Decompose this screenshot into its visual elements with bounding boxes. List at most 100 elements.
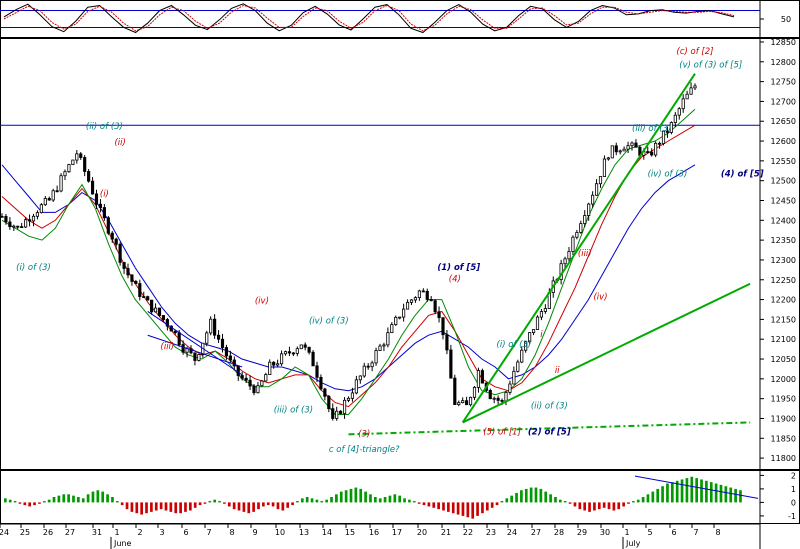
candle-body bbox=[630, 142, 634, 147]
candle-body bbox=[287, 351, 292, 354]
candle-body bbox=[35, 212, 40, 217]
candle-body bbox=[319, 377, 323, 390]
candle-body bbox=[520, 349, 524, 363]
histogram-bar bbox=[641, 497, 645, 503]
histogram-bar bbox=[33, 502, 36, 506]
price-y-tick-label: 11950 bbox=[771, 395, 796, 404]
candle-body bbox=[315, 365, 319, 378]
candle-body bbox=[441, 317, 445, 336]
histogram-bar bbox=[145, 502, 148, 514]
price-y-tick-label: 12800 bbox=[771, 58, 796, 67]
histogram-bar bbox=[607, 502, 611, 510]
x-axis: 24 25 26 27 31 1 2 3 6 7 8 9 10 13 14 15 16 17 20 21 22 23 24 2… bbox=[0, 523, 760, 549]
wave-label: (i) of (3) bbox=[497, 340, 532, 350]
candle-body bbox=[189, 348, 193, 354]
histogram-bar bbox=[374, 497, 377, 503]
price-y-tick-label: 12350 bbox=[771, 236, 796, 245]
candle-body bbox=[16, 225, 20, 228]
candle-body bbox=[504, 392, 508, 402]
histogram-bar bbox=[369, 494, 372, 503]
histogram-bar bbox=[408, 499, 411, 503]
histogram-bar bbox=[646, 494, 650, 503]
candle-body bbox=[12, 225, 16, 228]
histogram-bar bbox=[427, 502, 431, 507]
price-y-tick-label: 12150 bbox=[771, 315, 796, 324]
candle-body bbox=[665, 130, 670, 133]
wave-label: i bbox=[540, 330, 543, 340]
wave-label: (v) of (3) of [5] bbox=[679, 61, 742, 71]
candle-body bbox=[390, 324, 394, 334]
histogram-y-tick-label: -1 bbox=[788, 512, 796, 521]
histogram-bar bbox=[554, 497, 557, 503]
histogram-bar bbox=[461, 502, 465, 516]
candle-body bbox=[232, 359, 236, 367]
oscillator-panel: 50 bbox=[0, 3, 791, 34]
candle-body bbox=[197, 354, 201, 361]
histogram-bar bbox=[120, 502, 124, 506]
candle-body bbox=[531, 329, 536, 333]
candle-body bbox=[594, 183, 599, 196]
candle-body bbox=[429, 299, 433, 302]
candle-body bbox=[87, 171, 91, 182]
histogram-bar bbox=[734, 488, 737, 503]
candle-body bbox=[650, 151, 654, 156]
candle-body bbox=[59, 175, 63, 192]
histogram-bar bbox=[281, 502, 285, 511]
price-y-tick-label: 12500 bbox=[771, 177, 796, 186]
x-tick-label: 15 bbox=[345, 528, 355, 537]
candle-body bbox=[244, 377, 248, 381]
histogram-bar bbox=[495, 502, 499, 506]
candle-body bbox=[118, 243, 122, 263]
candle-body bbox=[323, 388, 327, 397]
price-y-tick-label: 12250 bbox=[771, 276, 796, 285]
candle-body bbox=[402, 308, 406, 318]
histogram-bar bbox=[208, 501, 212, 503]
histogram-bar bbox=[520, 490, 523, 503]
x-tick-label: 27 bbox=[65, 528, 75, 537]
histogram-bar bbox=[237, 502, 241, 511]
candle-body bbox=[205, 332, 209, 344]
candle-body bbox=[382, 344, 386, 347]
candle-body bbox=[374, 350, 378, 364]
histogram-bar bbox=[169, 502, 173, 512]
histogram-bar bbox=[549, 494, 552, 503]
histogram-bar bbox=[451, 502, 455, 514]
histogram-bar bbox=[135, 502, 139, 514]
month-label: July bbox=[625, 539, 641, 548]
candle-body bbox=[150, 299, 154, 313]
wave-label: (iii) bbox=[161, 342, 175, 352]
candle-body bbox=[83, 157, 87, 172]
candle-body bbox=[480, 370, 484, 384]
candle-body bbox=[153, 307, 158, 313]
histogram-bar bbox=[310, 498, 314, 503]
histogram-bar bbox=[23, 502, 27, 506]
candle-body bbox=[63, 171, 67, 177]
candle-body bbox=[453, 377, 457, 405]
histogram-bar bbox=[690, 476, 694, 503]
histogram-bar bbox=[456, 502, 460, 515]
candle-body bbox=[378, 345, 382, 351]
candle-body bbox=[268, 361, 272, 375]
x-tick-label: 1 bbox=[624, 528, 629, 537]
candle-body bbox=[366, 365, 370, 368]
histogram-bar bbox=[8, 499, 12, 503]
histogram-bar bbox=[62, 494, 66, 503]
wave-label: (4) bbox=[449, 275, 461, 285]
candle-body bbox=[685, 93, 689, 100]
candle-body bbox=[468, 396, 473, 406]
candle-body bbox=[587, 203, 591, 216]
candle-body bbox=[535, 316, 540, 330]
histogram-bar bbox=[524, 488, 528, 503]
histogram-bar bbox=[739, 490, 742, 503]
histogram-bar bbox=[291, 502, 294, 506]
candle-body bbox=[295, 348, 299, 354]
price-y-tick-label: 12550 bbox=[771, 157, 796, 166]
histogram-bar bbox=[247, 502, 251, 514]
x-tick-label: 20 bbox=[417, 528, 427, 537]
month-label: June bbox=[113, 539, 132, 548]
histogram-bar bbox=[588, 502, 591, 512]
candle-body bbox=[142, 296, 146, 298]
price-y-tick-label: 12000 bbox=[771, 375, 796, 384]
price-y-tick-label: 12450 bbox=[771, 196, 796, 205]
wave-label: (iv) of (3) bbox=[648, 170, 688, 180]
